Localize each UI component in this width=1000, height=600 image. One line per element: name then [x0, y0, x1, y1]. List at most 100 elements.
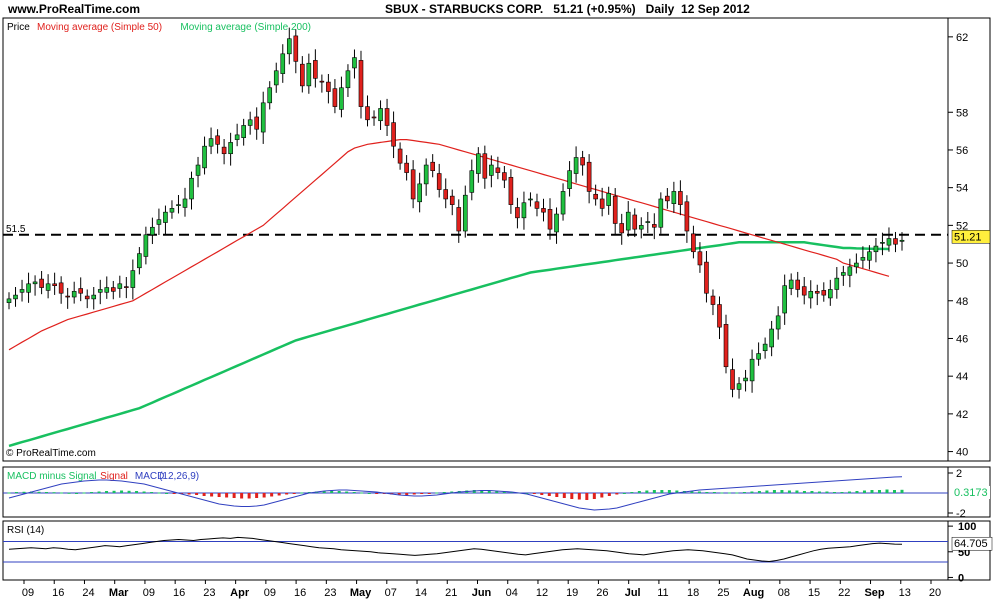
candle-body: [482, 153, 488, 179]
x-tick-label: 20: [929, 587, 941, 599]
macd-histogram-bar: [330, 490, 334, 493]
site-name: www.ProRealTime.com: [8, 2, 141, 16]
candle-body: [619, 223, 625, 234]
candle-body: [658, 198, 664, 228]
candle-body: [365, 106, 370, 121]
candle-body: [84, 295, 90, 300]
candle-body: [743, 377, 748, 382]
last-value-box: [951, 230, 991, 244]
x-tick-label: 13: [899, 587, 911, 599]
macd-histogram-bar: [862, 490, 866, 493]
candle-body: [169, 208, 175, 213]
candle-body: [736, 383, 742, 390]
macd-histogram-bar: [285, 493, 289, 495]
macd-histogram-bar: [795, 490, 799, 493]
candle-body: [567, 170, 572, 189]
x-tick-label: 11: [657, 587, 668, 599]
chart-headline: SBUX - STARBUCKS CORP. 51.21 (+0.95%) Da…: [385, 2, 750, 16]
candle-body: [52, 283, 57, 286]
macd-histogram-bar: [697, 491, 701, 493]
x-tick-label: 16: [52, 587, 64, 599]
candle-body: [573, 157, 579, 174]
macd-histogram-bar: [810, 491, 814, 493]
candle-body: [560, 191, 566, 215]
candle-body: [652, 224, 657, 228]
candle-body: [880, 242, 885, 244]
pane-frame-2: [2, 520, 991, 581]
price-legend-item: Price: [7, 22, 30, 33]
price-ytick-label: 58: [956, 107, 968, 119]
candle-body: [580, 157, 585, 166]
macd-histogram-bar: [397, 493, 401, 495]
macd-histogram-bar: [757, 491, 761, 493]
candle-body: [436, 173, 442, 190]
macd-histogram-bar: [772, 490, 776, 493]
candle-body: [319, 80, 325, 83]
macd-histogram-bar: [217, 493, 221, 497]
candle-body: [612, 195, 618, 224]
macd-histogram-bar: [337, 491, 341, 493]
candle-body: [697, 251, 703, 266]
macd-histogram-bar: [255, 493, 259, 498]
last-value-box: [952, 0, 990, 13]
macd-histogram-bar: [847, 491, 851, 493]
macd-histogram-bar: [637, 491, 641, 493]
macd-histogram-bar: [442, 492, 446, 493]
candle-body: [286, 38, 292, 55]
candle-body: [814, 291, 820, 294]
macd-histogram-bar: [690, 491, 694, 493]
macd-legend-item: Signal: [100, 471, 128, 482]
candle-body: [632, 214, 638, 230]
macd-histogram-bar: [37, 491, 41, 493]
candle-body: [19, 289, 25, 293]
price-ytick-label: 44: [956, 371, 968, 383]
price-ytick-label: 40: [956, 447, 968, 459]
candle-body: [534, 201, 540, 209]
macd-histogram-bar: [82, 492, 86, 494]
macd-histogram-bar: [300, 492, 304, 494]
candle-body: [502, 172, 507, 181]
x-tick-label: 18: [687, 587, 699, 599]
candle-body: [313, 60, 318, 79]
candle-body: [521, 202, 527, 219]
x-tick-label: 16: [294, 587, 306, 599]
candle-body: [293, 35, 299, 62]
last-value-label: 49.276: [954, 0, 988, 3]
macd-histogram-bar: [892, 490, 896, 493]
macd-histogram-bar: [615, 493, 619, 495]
rsi-last-label: 64.705: [954, 538, 988, 550]
candle-body: [280, 53, 286, 74]
watermark: © ProRealTime.com: [6, 448, 96, 459]
x-tick-label: 09: [264, 587, 276, 599]
rsi-ytick-label: 100: [958, 521, 976, 533]
macd-histogram-bar: [660, 490, 664, 493]
macd-histogram-bar: [630, 492, 634, 493]
candle-body: [124, 286, 129, 288]
candle-body: [6, 298, 12, 303]
macd-histogram-bar: [22, 491, 26, 493]
candle-body: [130, 270, 136, 288]
macd-histogram-bar: [157, 492, 161, 494]
macd-histogram-bar: [90, 492, 94, 493]
candle-body: [599, 198, 605, 209]
candle-body: [606, 193, 611, 206]
candle-body: [391, 122, 396, 147]
macd-histogram-bar: [195, 493, 199, 495]
candle-body: [215, 135, 220, 145]
candle-body: [469, 170, 475, 193]
macd-histogram-bar: [885, 489, 889, 493]
price-ytick-label: 62: [956, 32, 968, 44]
macd-histogram-bar: [900, 489, 904, 493]
candle-body: [254, 116, 259, 130]
header-bar: www.ProRealTime.com SBUX - STARBUCKS COR…: [0, 0, 1000, 18]
candle-body: [788, 279, 794, 289]
macd-histogram-bar: [375, 493, 379, 494]
macd-histogram-bar: [547, 493, 551, 496]
macd-histogram-bar: [352, 492, 356, 493]
macd-histogram-bar: [172, 493, 176, 494]
candle-body: [78, 288, 84, 294]
macd-histogram-bar: [502, 491, 506, 493]
price-ytick-label: 54: [956, 183, 968, 195]
x-tick-label: 21: [445, 587, 457, 599]
price-ytick-label: 50: [956, 258, 968, 270]
